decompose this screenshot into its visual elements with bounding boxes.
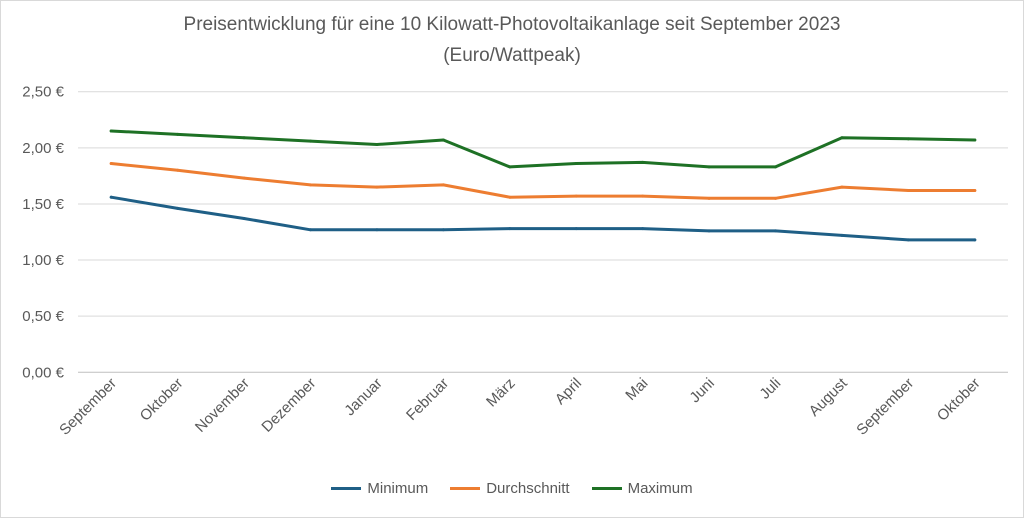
legend-label: Minimum [367, 480, 429, 497]
data-point [508, 227, 512, 231]
data-point [840, 233, 844, 237]
data-point [774, 165, 777, 169]
legend-swatch [591, 487, 622, 490]
data-point [973, 138, 977, 142]
data-point [309, 228, 312, 232]
x-tick-label: April [552, 375, 585, 408]
data-point [973, 188, 977, 192]
x-tick-label: August [806, 374, 852, 420]
x-tick-label: September [853, 375, 917, 439]
y-tick-label: 0,50 € [22, 308, 64, 325]
series-line-maximum [109, 129, 977, 169]
data-point [242, 217, 246, 221]
data-point [176, 168, 180, 172]
data-point [707, 196, 711, 200]
x-tick-label: November [192, 375, 253, 436]
x-tick-label: Mai [622, 375, 651, 404]
data-point [574, 162, 578, 166]
data-point [508, 165, 512, 169]
legend-item: Minimum [331, 480, 428, 497]
data-point [176, 206, 180, 210]
series-line-durchschnitt [109, 162, 977, 200]
data-point [508, 195, 512, 199]
data-point [707, 165, 711, 169]
x-tick-label: März [483, 375, 519, 411]
legend-label: Maximum [627, 480, 693, 497]
x-tick-label: Januar [341, 375, 385, 419]
x-tick-label: Juni [686, 375, 717, 406]
data-point [375, 228, 379, 232]
data-point [973, 238, 977, 242]
legend-item: Durchschnitt [450, 480, 570, 497]
data-point [906, 188, 910, 192]
data-point [375, 185, 379, 189]
x-tick-label: Oktober [934, 375, 984, 425]
data-point [574, 194, 578, 198]
data-point [840, 185, 844, 189]
data-point [375, 142, 379, 146]
x-tick-label: Oktober [137, 375, 187, 425]
data-point [309, 139, 312, 143]
y-tick-label: 0,00 € [22, 364, 64, 381]
data-point [574, 227, 578, 231]
legend-swatch [450, 487, 481, 490]
legend: Minimum Durchschnitt Maximum [0, 480, 1024, 497]
data-point [641, 160, 645, 164]
data-point [641, 194, 645, 198]
data-point [109, 195, 113, 199]
data-point [242, 136, 246, 140]
chart-subtitle: (Euro/Wattpeak) [443, 45, 581, 66]
data-point [641, 227, 645, 231]
data-point [840, 136, 844, 140]
data-point [176, 132, 180, 136]
data-point [774, 196, 777, 200]
data-point [707, 229, 711, 233]
legend-swatch [331, 487, 362, 490]
data-point [441, 183, 445, 187]
data-point [906, 238, 910, 242]
data-point [774, 229, 777, 233]
y-tick-label: 1,00 € [22, 252, 64, 269]
legend-item: Maximum [591, 480, 693, 497]
chart-title: Preisentwicklung für eine 10 Kilowatt-Ph… [183, 14, 841, 35]
y-tick-label: 2,50 € [22, 84, 64, 101]
data-point [109, 129, 113, 133]
x-tick-label: Februar [403, 375, 452, 424]
data-point [441, 228, 445, 232]
x-tick-label: Juli [756, 375, 784, 403]
legend-label: Durchschnitt [486, 480, 570, 497]
data-point [109, 162, 113, 166]
y-tick-label: 1,50 € [22, 196, 64, 213]
data-point [906, 137, 910, 141]
data-point [242, 176, 246, 180]
x-tick-label: Dezember [258, 375, 319, 436]
data-point [441, 138, 445, 142]
y-tick-label: 2,00 € [22, 140, 64, 157]
series-line-minimum [109, 195, 977, 242]
x-tick-label: September [56, 375, 120, 439]
data-point [309, 183, 312, 187]
